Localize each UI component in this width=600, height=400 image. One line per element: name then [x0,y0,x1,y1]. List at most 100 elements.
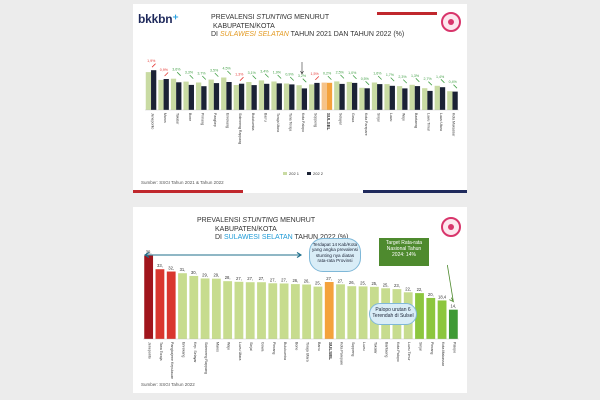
value-label: 27, [338,278,344,283]
value-label: 18,4 [438,294,447,299]
change-label: 3,5% [210,69,219,73]
decorative-stripe [377,12,437,15]
value-label: 28, [225,275,231,280]
tick-label: Kota Parepare [364,113,368,136]
bar-2021 [246,82,252,110]
value-label: 33, [157,263,163,268]
target-box: Target Rata-rata Nasional Tahun 2024: 14… [379,238,429,266]
top-chart-title: PREVALENSI STUNTING MENURUT KABUPATEN/KO… [211,14,404,40]
palopo-bubble: Palopo urutan 6 Terendah di Sulsel [369,303,417,325]
title-italic: STUNTING [256,14,293,21]
tick-label: Bantaeng [385,342,389,357]
arrow-down-icon [189,74,194,79]
tick-label: Enrekang [226,113,230,128]
bar-2022 [339,83,345,110]
change-label: 3,4% [260,69,269,73]
tick-label: Enrekang [182,342,186,357]
value-label: 26, [292,278,298,283]
change-label: 0,2% [323,72,332,76]
arrow-down-icon [214,72,219,77]
title-line2: KABUPATEN/KOTA [215,225,277,233]
tick-label: Luwu Utara [439,113,443,131]
tick-label: Gowa [261,342,265,351]
title-line2: KABUPATEN/KOTA [213,22,275,30]
tick-label: Pinrang [201,113,205,125]
tick-label: Bone [188,113,192,121]
arrow-down-icon [202,75,207,80]
bar-2022 [439,87,446,110]
bar-2021 [346,81,352,110]
title-word: PREVALENSI [211,14,255,21]
tick-label: Jeneponto [148,342,152,359]
change-label: 3,6% [172,68,181,72]
bar-2021 [396,86,403,110]
bar-2021 [195,82,202,110]
tick-label: Wajo [227,342,231,350]
bar [245,282,255,339]
bar [234,281,244,339]
bar [144,255,154,339]
arrow-up-icon [151,63,156,68]
tick-label: Sinjai [249,342,253,351]
tick-label: Sinjai [419,342,423,351]
emblem-icon [441,12,461,32]
value-label: 27, [259,276,265,281]
arrow-down-icon [352,75,357,80]
arrow-down-icon [227,70,232,75]
change-label: 3,3% [185,71,194,75]
bar-2022 [452,91,458,110]
tick-label: Kota Makassar [452,113,456,137]
tick-label: Bone [294,342,298,350]
change-label: 0,5% [361,77,370,81]
bar-2021 [258,80,265,110]
double-arrow-icon [143,252,303,258]
bar-2022 [264,83,270,110]
arrow-down-icon [365,81,370,86]
value-label: 22, [405,286,411,291]
tick-label: Barru [317,342,321,351]
tick-label: Toraja Utara [306,342,310,362]
tick-label: Jeneponto [150,113,154,129]
bar-2021 [145,72,152,110]
value-label: 23, [394,283,400,288]
title-word: PREVALENSI [197,217,241,224]
bar-2022 [176,82,182,110]
bar [166,271,176,339]
tick-label: Tana Toraja [288,113,292,131]
tick-label: Pangkajene Kepulauan [170,342,174,379]
value-label: 25, [371,281,377,286]
change-label: 1,0% [348,71,357,75]
tick-label: Soppeng [351,342,355,356]
bar-2021 [158,79,164,110]
value-label: 25, [360,280,366,285]
bottom-chart-panel: PREVALENSI STUNTING MENURUT KABUPATEN/KO… [133,207,467,393]
change-label: 3,7% [197,72,206,76]
value-label: 31, [180,267,186,272]
arrow-up-icon [315,76,320,81]
change-label: 1,3% [235,73,244,77]
bar-2021 [384,84,390,110]
value-label: 27, [270,277,276,282]
title-word: MENURUT [294,14,330,21]
bar-2022 [238,83,245,110]
divider-white [243,190,363,193]
top-chart-panel: bkkbn⁺ PREVALENSI STUNTING MENURUT KABUP… [133,4,467,190]
change-label: 1,9% [273,71,282,75]
tick-label: Luwu Utara [238,342,242,360]
tick-label: SULSEL [326,113,331,131]
bar-2021 [371,82,378,110]
tick-label: Kota Palopo [301,113,305,132]
change-label: 3,1% [248,71,257,75]
title-word: MENURUT [280,217,316,224]
emblem-icon [441,217,461,237]
bar-2022 [163,79,169,110]
tick-label: Tana Toraja [159,342,163,361]
tick-label: Takalar [175,113,179,125]
bar-2021 [183,81,189,110]
bkkbn-logo: bkkbn⁺ [138,12,179,26]
bar-2022 [226,82,232,110]
divider-red [133,190,243,193]
tick-label: Selayar [339,113,343,126]
